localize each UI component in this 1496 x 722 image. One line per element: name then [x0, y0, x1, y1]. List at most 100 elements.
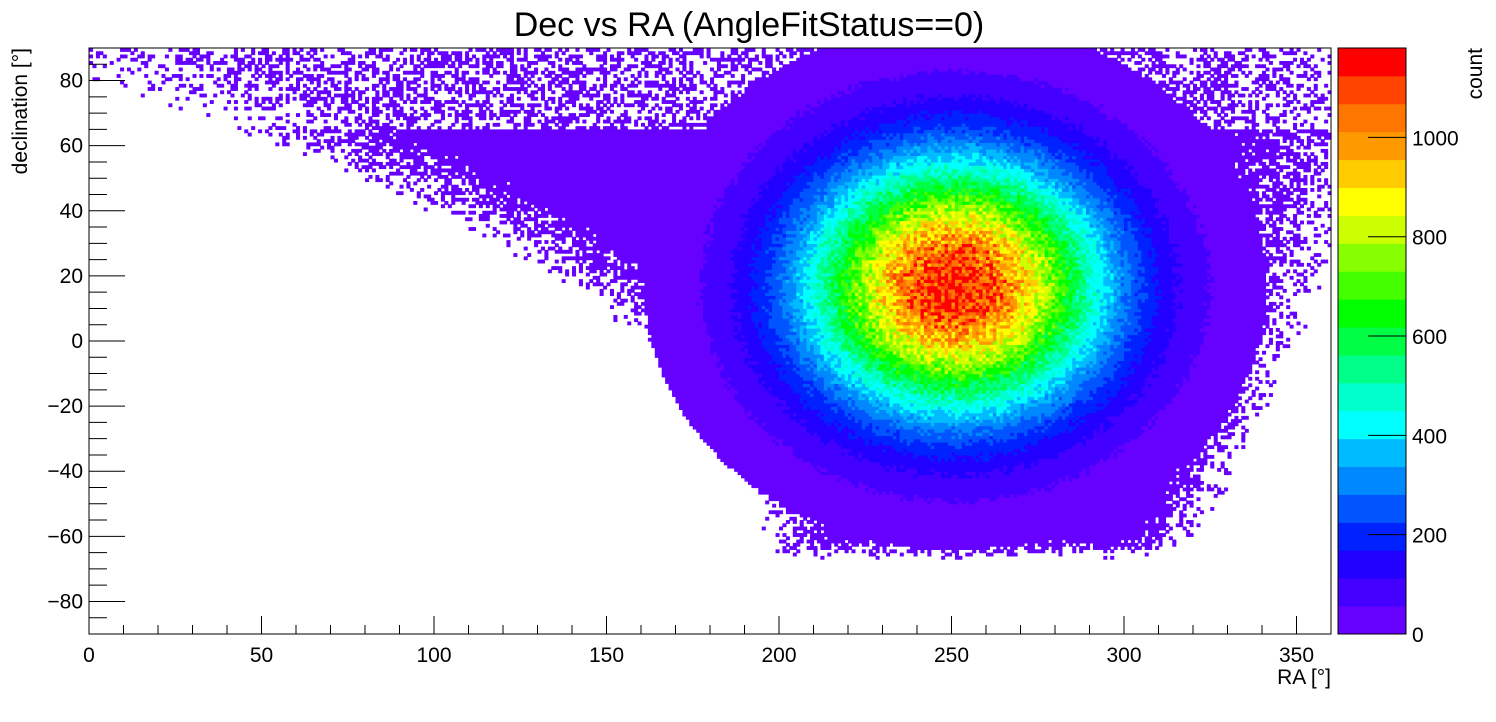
heatmap-cell [1228, 452, 1232, 456]
heatmap-cell [893, 549, 897, 553]
heatmap-cell [1169, 504, 1173, 508]
heatmap-cell [900, 553, 904, 557]
heatmap-cell [1165, 530, 1169, 534]
heatmap-cell [1231, 432, 1235, 436]
heatmap-cell [776, 533, 780, 537]
heatmap-cell [845, 543, 849, 547]
heatmap-cell [786, 520, 790, 524]
heatmap-cell [1169, 484, 1173, 488]
heatmap-cell [1241, 426, 1245, 430]
heatmap-cell [1183, 527, 1187, 531]
chart-title: Dec vs RA (AngleFitStatus==0) [514, 6, 985, 44]
heatmap-cell [1224, 488, 1228, 492]
heatmap-cell [800, 520, 804, 524]
heatmap-cell [1176, 501, 1180, 505]
heatmap-cell [1210, 445, 1214, 449]
heatmap-cell [872, 546, 876, 550]
heatmap-cell [1241, 445, 1245, 449]
heatmap-cell [1190, 533, 1194, 537]
heatmap-cell [1183, 514, 1187, 518]
heatmap-cell [779, 527, 783, 531]
heatmap-cell [793, 527, 797, 531]
heatmap-cell [782, 540, 786, 544]
heatmap-cell [1179, 510, 1183, 514]
heatmap-cell [1224, 468, 1228, 472]
heatmap-cell [889, 549, 893, 553]
heatmap-cell [786, 549, 790, 553]
heatmap-cell [848, 546, 852, 550]
heatmap-cell [969, 553, 973, 557]
heatmap-cell [820, 556, 824, 560]
heatmap-cell [1193, 461, 1197, 465]
heatmap-cell [1014, 553, 1018, 557]
heatmap-cell [1165, 494, 1169, 498]
heatmap-cells [89, 48, 1332, 560]
heatmap-cell [1228, 471, 1232, 475]
heatmap-cell [1200, 481, 1204, 485]
heatmap-cell [1176, 484, 1180, 488]
heatmap-cell [1196, 474, 1200, 478]
heatmap-cell [789, 517, 793, 521]
heatmap-cell [1196, 523, 1200, 527]
heatmap-cell [958, 556, 962, 560]
heatmap-cell [1169, 527, 1173, 531]
heatmap-cell [851, 549, 855, 553]
heatmap-cell [1145, 553, 1149, 557]
heatmap-cell [820, 527, 824, 531]
heatmap-cell [1000, 549, 1004, 553]
heatmap-cell [810, 527, 814, 531]
heatmap-cell [1138, 546, 1142, 550]
heatmap-cell [793, 517, 797, 521]
heatmap-cell [1172, 540, 1176, 544]
heatmap-cell [886, 553, 890, 557]
heatmap-cell [786, 536, 790, 540]
heatmap-cell [1224, 435, 1228, 439]
heatmap-cell [1145, 523, 1149, 527]
heatmap-cell [1162, 533, 1166, 537]
heatmap-cell [793, 553, 797, 557]
heatmap-cell [838, 546, 842, 550]
heatmap-cell [1221, 491, 1225, 495]
heatmap-cell [1183, 504, 1187, 508]
heatmap-cell [1145, 536, 1149, 540]
heatmap-cell [800, 533, 804, 537]
heatmap-cell [807, 530, 811, 534]
heatmap-cell [1186, 530, 1190, 534]
heatmap-cell [993, 549, 997, 553]
heatmap-cell [1062, 543, 1066, 547]
heatmap-cell [1152, 540, 1156, 544]
heatmap-cell [1241, 432, 1245, 436]
heatmap-cell [1127, 543, 1131, 547]
heatmap-cell [827, 553, 831, 557]
heatmap-cell [1176, 478, 1180, 482]
heatmap-cell [1203, 448, 1207, 452]
heatmap-cell [786, 543, 790, 547]
heatmap-cell [1210, 488, 1214, 492]
heatmap-cell [793, 543, 797, 547]
heatmap-cell [776, 549, 780, 553]
heatmap-cell [1038, 549, 1042, 553]
heatmap-cell [1224, 445, 1228, 449]
heatmap-cell [814, 546, 818, 550]
heatmap-cell [1224, 426, 1228, 430]
heatmap-cell [1183, 488, 1187, 492]
heatmap-cell [1196, 468, 1200, 472]
heatmap-cell [796, 533, 800, 537]
heatmap-cell [807, 540, 811, 544]
heatmap-cell [945, 553, 949, 557]
heatmap-cell [1141, 543, 1145, 547]
heatmap-cell [1245, 429, 1249, 433]
heatmap-cell [1034, 549, 1038, 553]
heatmap-cell [824, 540, 828, 544]
heatmap-cell [1221, 445, 1225, 449]
heatmap-cell [1190, 501, 1194, 505]
heatmap-cell [965, 553, 969, 557]
heatmap-cell [1190, 494, 1194, 498]
heatmap-cell [1176, 523, 1180, 527]
heatmap-cell [772, 510, 776, 514]
heatmap-cell [834, 549, 838, 553]
heatmap-cell [1169, 536, 1173, 540]
heatmap-cell [1134, 543, 1138, 547]
heatmap-cell [1190, 520, 1194, 524]
